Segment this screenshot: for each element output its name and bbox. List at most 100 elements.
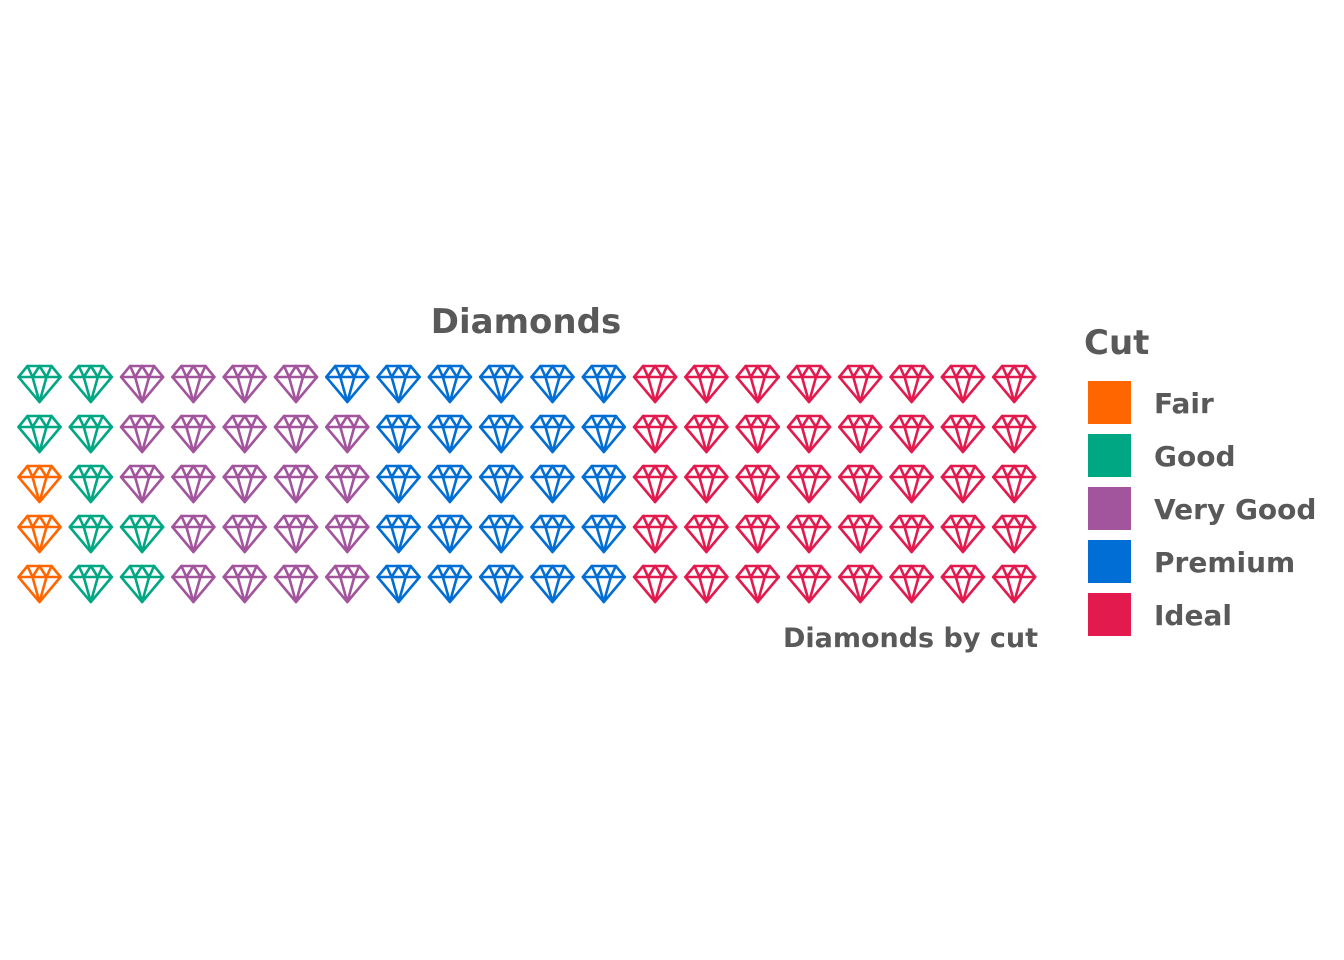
diamond-icon-premium	[581, 564, 627, 604]
diamond-icon-very-good	[222, 464, 267, 504]
diamond-icon-premium	[530, 564, 575, 604]
legend-title: Cut	[1084, 323, 1149, 363]
diamond-icon-fair	[17, 514, 62, 554]
diamond-icon-very-good	[119, 414, 165, 454]
diamond-icon-ideal	[684, 364, 729, 404]
diamond-icon-very-good	[273, 364, 319, 404]
legend-label-fair: Fair	[1154, 387, 1214, 420]
diamond-icon-premium	[376, 364, 421, 404]
legend-swatch-fair	[1088, 381, 1131, 424]
diamond-icon-ideal	[786, 364, 832, 404]
diamond-icon-very-good	[171, 364, 216, 404]
diamond-icon-premium	[324, 364, 370, 404]
diamond-icon-good	[68, 364, 114, 404]
legend-label-ideal: Ideal	[1154, 599, 1232, 632]
legend-item-good: Good	[1088, 434, 1236, 477]
diamond-icon-very-good	[273, 564, 319, 604]
diamond-icon-premium	[376, 514, 421, 554]
diamond-icon-ideal	[940, 464, 986, 504]
diamond-icon-premium	[581, 514, 627, 554]
diamond-icon-ideal	[889, 414, 934, 454]
diamond-icon-very-good	[119, 364, 165, 404]
diamond-icon-very-good	[119, 464, 165, 504]
diamond-icon-ideal	[684, 464, 729, 504]
diamond-icon-premium	[376, 564, 421, 604]
diamond-icon-ideal	[632, 414, 678, 454]
chart-caption: Diamonds by cut	[783, 623, 1038, 654]
diamond-icon-very-good	[222, 414, 267, 454]
diamond-icon-premium	[530, 414, 575, 454]
diamond-icon-ideal	[889, 564, 934, 604]
diamond-icon-ideal	[735, 514, 781, 554]
diamond-icon-ideal	[632, 364, 678, 404]
legend-swatch-premium	[1088, 540, 1131, 583]
diamond-icon-ideal	[735, 364, 781, 404]
diamond-icon-ideal	[735, 464, 781, 504]
diamond-icon-premium	[427, 514, 473, 554]
diamond-icon-ideal	[991, 464, 1037, 504]
legend-items: Fair Good Very Good Premium Ideal	[1088, 381, 1316, 636]
diamond-icon-ideal	[684, 514, 729, 554]
diamond-icon-ideal	[786, 464, 832, 504]
diamond-icon-premium	[478, 514, 524, 554]
diamond-icon-ideal	[940, 414, 986, 454]
diamond-icon-premium	[478, 564, 524, 604]
diamond-icon-ideal	[837, 364, 883, 404]
diamond-icon-premium	[427, 414, 473, 454]
diamond-icon-good	[68, 514, 114, 554]
legend-swatch-very-good	[1088, 487, 1131, 530]
diamond-icon-very-good	[222, 514, 267, 554]
diamond-icon-premium	[427, 464, 473, 504]
diamond-icon-ideal	[786, 564, 832, 604]
diamond-icon-premium	[376, 464, 421, 504]
diamond-icon-premium	[530, 364, 575, 404]
diamond-icon-ideal	[940, 564, 986, 604]
diamond-icon-ideal	[940, 364, 986, 404]
chart-title: Diamonds	[431, 302, 621, 342]
diamond-icon-premium	[427, 364, 473, 404]
diamond-icon-fair	[17, 564, 62, 604]
diamond-icon-very-good	[273, 514, 319, 554]
diamond-icon-very-good	[324, 464, 370, 504]
diamond-icon-good	[17, 364, 62, 404]
legend-item-ideal: Ideal	[1088, 593, 1232, 636]
legend: Cut Fair Good Very Good Premium Ideal	[1084, 323, 1316, 636]
diamond-icon-ideal	[991, 514, 1037, 554]
diamond-icon-premium	[478, 364, 524, 404]
diamond-icon-ideal	[684, 414, 729, 454]
diamond-icon-ideal	[735, 414, 781, 454]
diamond-icon-very-good	[324, 564, 370, 604]
diamond-icon-ideal	[889, 464, 934, 504]
diamond-icon-very-good	[171, 514, 216, 554]
diamond-icon-premium	[581, 464, 627, 504]
diamond-icon-very-good	[222, 364, 267, 404]
diamond-icon-premium	[478, 464, 524, 504]
diamond-icon-good	[68, 464, 114, 504]
diamond-icon-good	[68, 564, 114, 604]
legend-label-very-good: Very Good	[1154, 493, 1316, 526]
diamond-icon-ideal	[684, 564, 729, 604]
diamond-icon-good	[119, 514, 165, 554]
diamond-icon-premium	[427, 564, 473, 604]
diamond-icon-ideal	[889, 514, 934, 554]
diamond-icon-very-good	[273, 464, 319, 504]
diamond-icon-ideal	[735, 564, 781, 604]
diamond-icon-fair	[17, 464, 62, 504]
diamond-icon-premium	[530, 514, 575, 554]
diamond-icon-very-good	[324, 414, 370, 454]
diamond-icon-premium	[376, 414, 421, 454]
waffle-grid	[17, 364, 1037, 604]
diamond-icon-ideal	[632, 464, 678, 504]
legend-item-premium: Premium	[1088, 540, 1295, 583]
diamond-icon-ideal	[837, 564, 883, 604]
diamond-icon-ideal	[632, 564, 678, 604]
legend-label-good: Good	[1154, 440, 1236, 473]
diamond-icon-ideal	[837, 514, 883, 554]
diamond-icon-premium	[530, 464, 575, 504]
legend-item-very-good: Very Good	[1088, 487, 1316, 530]
legend-item-fair: Fair	[1088, 381, 1214, 424]
diamond-icon-very-good	[171, 564, 216, 604]
diamond-icon-ideal	[837, 414, 883, 454]
diamond-icon-ideal	[786, 514, 832, 554]
